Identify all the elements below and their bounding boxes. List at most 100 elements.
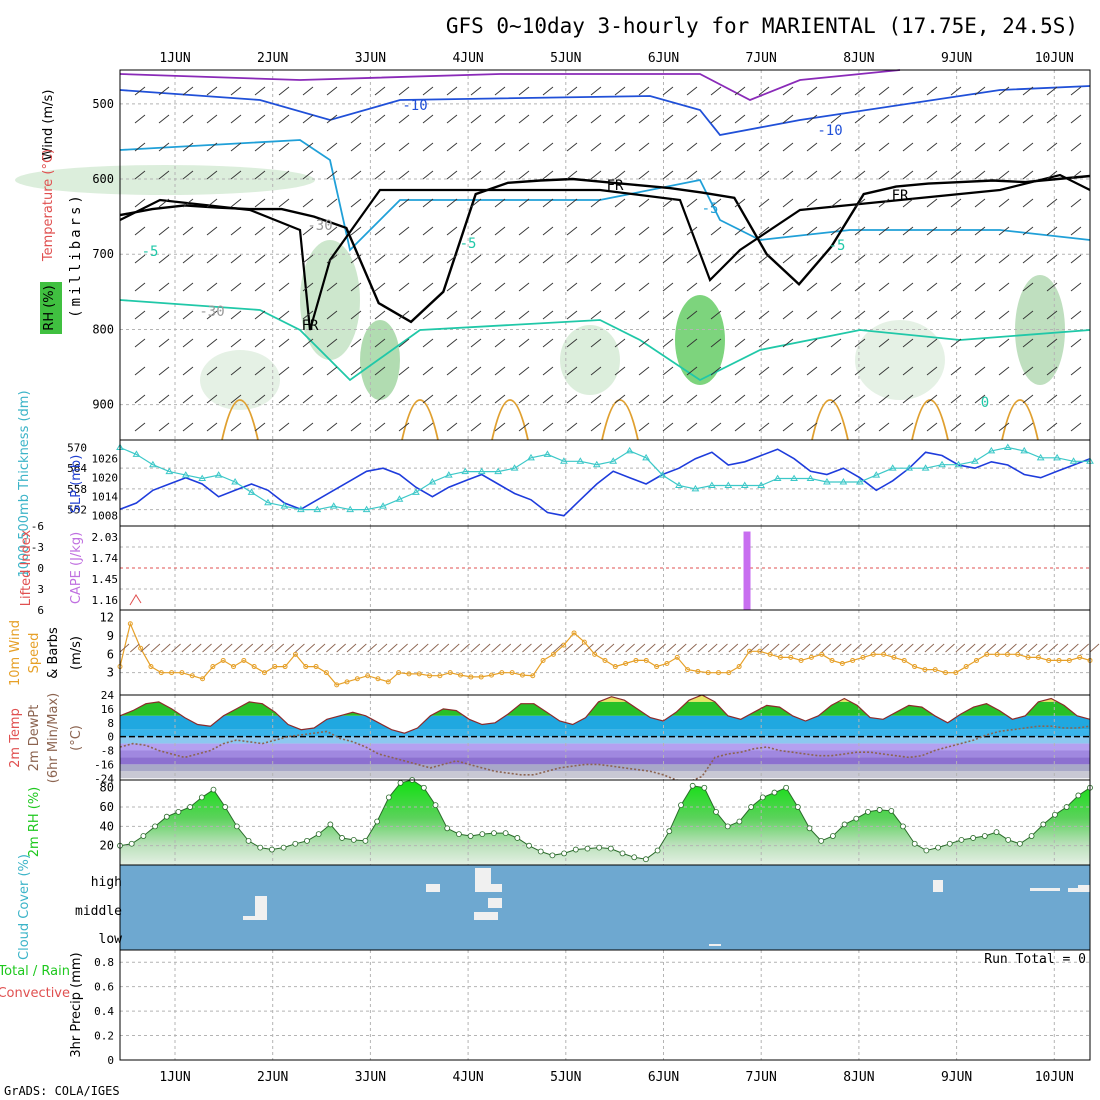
wind-barb: [614, 338, 626, 348]
wind-barb: [965, 643, 976, 653]
rh-point: [210, 786, 217, 793]
wind-barb: [998, 86, 1010, 96]
wind-barb: [734, 86, 746, 96]
thickness-point: [444, 471, 453, 478]
wind-barb: [446, 114, 458, 124]
wind-barb: [422, 310, 434, 320]
wind-barb: [494, 422, 506, 432]
wind-speed-point: [1056, 657, 1062, 663]
wind10m-panel: 12 9 6 3: [100, 609, 1100, 696]
thickness-point: [592, 460, 601, 468]
wind-barb: [974, 366, 986, 376]
wind-barb: [357, 643, 367, 653]
wind-speed-point: [169, 670, 175, 676]
upper-y-tick: 700: [92, 247, 114, 261]
wind-barb: [182, 366, 194, 376]
wind-barb: [230, 170, 242, 180]
wind-speed-point: [344, 679, 350, 685]
wind-barb: [926, 142, 938, 152]
wind-barb: [734, 366, 746, 376]
wind-barb: [758, 254, 770, 264]
wind-barb: [446, 142, 458, 152]
wind-barb: [134, 282, 146, 292]
wind-barb: [518, 394, 530, 404]
precip-ylabel-1: Total / Rain: [0, 964, 70, 979]
wind-speed-point: [602, 657, 608, 663]
wind-barb: [854, 198, 866, 208]
wind-barb: [830, 226, 842, 236]
wind-barb: [614, 170, 626, 180]
wind-barb: [566, 310, 578, 320]
warm-contour: [401, 399, 439, 441]
cape-tick: 2.03: [92, 531, 119, 544]
thickness-point: [675, 481, 683, 488]
wind-barb: [182, 198, 194, 208]
precip-ylabel: Total / Rain Convective 3hr Precip (mm): [0, 952, 84, 1057]
wind-barb: [206, 282, 218, 292]
temp-band: [120, 743, 1090, 751]
isotherm-line: [119, 173, 1091, 331]
wind-barb: [134, 394, 146, 404]
wind-barb: [446, 254, 458, 264]
warm-contour: [911, 399, 949, 441]
date-label-top: 10JUN: [1035, 51, 1074, 66]
wind-speed-point: [767, 651, 773, 657]
wind-barb: [902, 254, 914, 264]
wind-barb: [511, 643, 522, 653]
isotherm-line: [119, 85, 1091, 136]
wind-barb: [278, 114, 290, 124]
wind-barb: [326, 226, 338, 236]
wind-barb: [326, 254, 338, 264]
wind-barb: [284, 643, 295, 653]
temp-tick: 16: [101, 703, 114, 716]
wind-barb: [974, 282, 986, 292]
wind-speed-point: [963, 664, 969, 670]
wind-barb: [854, 366, 866, 376]
thickness-point: [971, 457, 979, 464]
wind-barb: [326, 422, 338, 432]
rh-point: [350, 836, 357, 843]
rh-point: [315, 831, 322, 837]
wind-barb: [806, 226, 818, 236]
rh-point: [666, 828, 673, 835]
wind-barb: [780, 643, 790, 653]
wind-barb: [134, 254, 146, 264]
wind-barb: [749, 643, 759, 653]
date-label-bottom: 9JUN: [941, 1070, 972, 1085]
wind-barb: [350, 86, 362, 96]
rh-point: [362, 837, 369, 844]
wind-barb: [494, 394, 506, 404]
wind-barb: [878, 86, 890, 96]
wind-barb: [1079, 643, 1089, 653]
wind-barb: [924, 643, 935, 653]
wind-barb: [830, 254, 842, 264]
rh-point: [818, 837, 825, 844]
wind-barb: [662, 366, 674, 376]
wind-speed-point: [736, 664, 742, 670]
rh-point: [572, 846, 579, 853]
wind-barb: [806, 366, 818, 376]
wind-barb: [422, 226, 434, 236]
wind-barb: [710, 142, 722, 152]
wind-barb: [998, 114, 1010, 124]
wind-barb: [686, 86, 698, 96]
date-label-top: 4JUN: [452, 51, 483, 66]
wind-barb: [305, 643, 316, 653]
wind-barb: [1070, 338, 1082, 348]
wind-speed-point: [839, 661, 845, 666]
wind-barb: [806, 254, 818, 264]
wind-barb: [374, 366, 386, 376]
wind-speed-point: [272, 664, 278, 670]
wind-barb: [470, 254, 482, 264]
rh-point: [257, 844, 264, 851]
wind-barb: [800, 643, 811, 653]
wind-barb: [878, 338, 890, 348]
rh-point: [771, 789, 778, 796]
cloud-cell: [709, 944, 721, 946]
wind-barb: [470, 114, 482, 124]
wind-barb: [542, 310, 554, 320]
wind-barb: [422, 366, 434, 376]
wind-speed-point: [705, 670, 711, 676]
wind-barb: [542, 142, 554, 152]
wind-barb: [542, 422, 554, 432]
